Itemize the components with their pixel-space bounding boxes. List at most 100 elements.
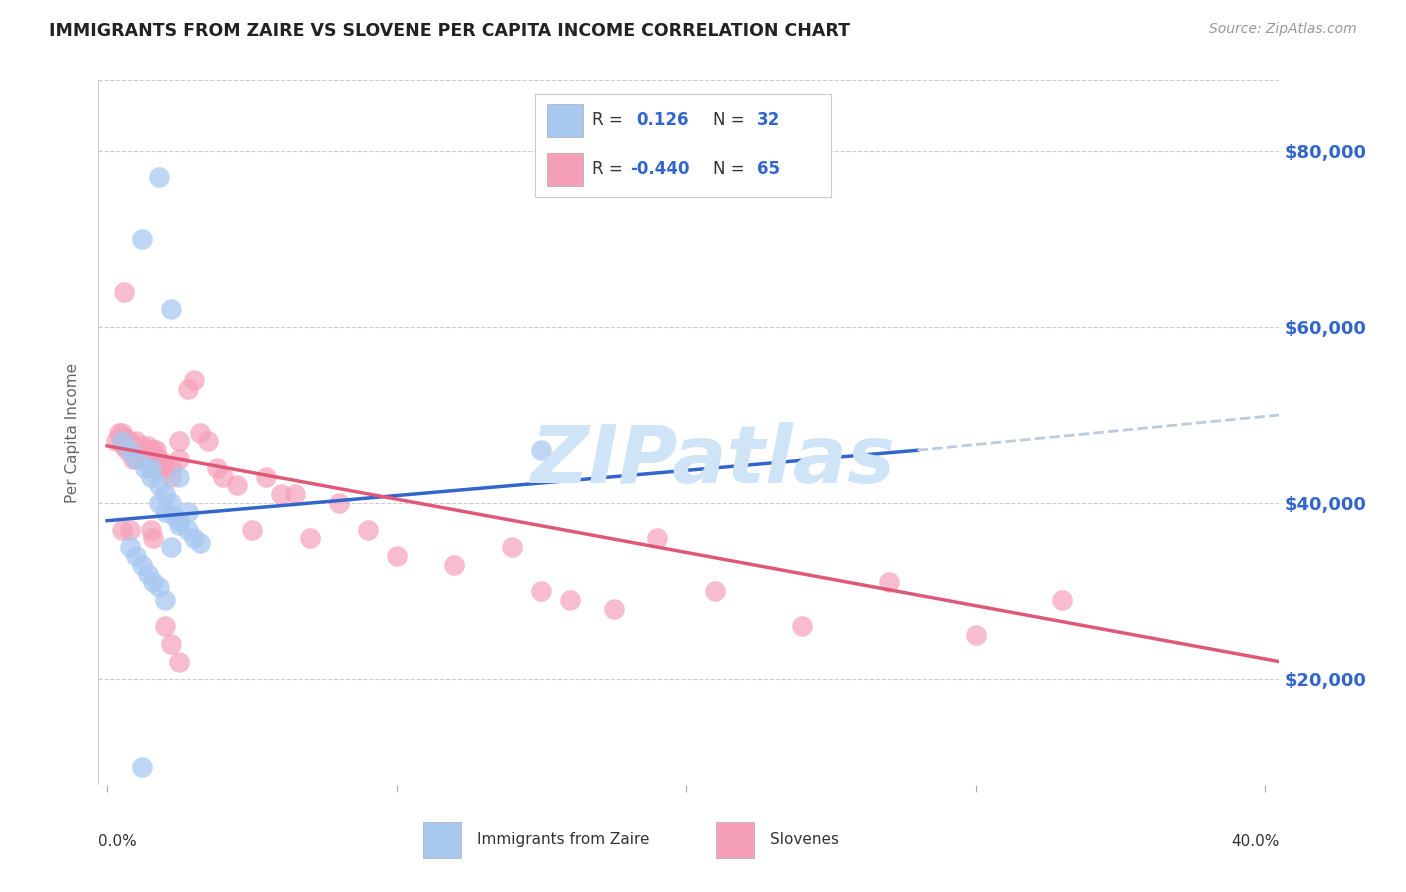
Point [114,430,136,444]
Point [159,469,181,483]
Point [212,469,235,483]
Point [131,452,153,467]
Point [159,460,181,475]
Point [110,434,132,449]
Point [560,593,582,607]
Point [114,285,136,299]
Point [107,425,129,440]
Point [134,460,156,475]
Point [284,487,307,501]
Point [169,655,191,669]
Point [148,452,170,467]
Point [122,439,145,453]
Point [443,558,465,572]
Text: 40.0%: 40.0% [1232,834,1279,849]
Point [169,434,191,449]
Point [110,523,132,537]
Point [120,443,142,458]
Point [188,425,211,440]
Point [153,619,176,633]
Point [148,580,170,594]
Point [153,460,176,475]
Point [169,514,191,528]
Point [790,619,813,633]
Point [177,505,200,519]
Point [530,443,553,458]
Point [254,469,277,483]
Text: 0.0%: 0.0% [98,834,138,849]
Point [328,496,350,510]
Point [139,460,162,475]
Point [131,439,153,453]
Point [125,452,148,467]
Point [120,523,142,537]
Point [153,505,176,519]
Point [139,523,162,537]
Point [226,478,249,492]
Text: ZIPatlas: ZIPatlas [530,422,896,500]
Point [298,532,321,546]
Point [602,602,624,616]
Point [142,532,165,546]
Point [148,170,170,185]
Point [153,593,176,607]
Point [125,549,148,563]
Point [148,478,170,492]
Point [120,434,142,449]
Point [169,452,191,467]
Point [117,434,139,449]
Point [183,373,205,387]
Point [142,575,165,590]
Point [139,448,162,462]
Point [177,523,200,537]
Text: IMMIGRANTS FROM ZAIRE VS SLOVENE PER CAPITA INCOME CORRELATION CHART: IMMIGRANTS FROM ZAIRE VS SLOVENE PER CAP… [49,22,851,40]
Point [128,443,150,458]
Point [205,460,228,475]
Text: Source: ZipAtlas.com: Source: ZipAtlas.com [1209,22,1357,37]
Point [136,566,159,581]
Point [104,434,127,449]
Point [159,540,181,554]
Point [197,434,219,449]
Point [122,452,145,467]
Point [965,628,987,642]
Point [163,509,186,524]
Point [120,443,142,458]
Point [142,443,165,458]
Point [136,439,159,453]
Point [385,549,408,563]
Point [153,487,176,501]
Point [114,439,136,453]
Point [145,460,167,475]
Point [131,558,153,572]
Point [530,584,553,599]
Point [169,469,191,483]
Point [877,575,900,590]
Point [125,452,148,467]
Point [159,637,181,651]
Point [134,443,156,458]
Point [169,518,191,533]
Point [120,540,142,554]
Point [704,584,727,599]
Point [145,443,167,458]
Point [110,434,132,449]
Point [645,532,668,546]
Point [139,469,162,483]
Point [159,496,181,510]
Point [125,434,148,449]
Point [188,535,211,549]
Point [177,382,200,396]
Point [148,496,170,510]
Point [356,523,378,537]
Point [183,532,205,546]
Point [131,232,153,246]
Point [131,760,153,774]
Point [159,302,181,317]
Point [150,457,173,471]
Point [1052,593,1074,607]
Point [110,425,132,440]
Point [270,487,292,501]
Point [117,443,139,458]
Point [240,523,263,537]
